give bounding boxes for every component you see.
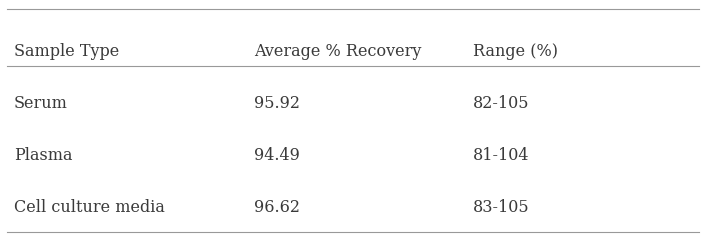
Text: 94.49: 94.49 — [254, 147, 300, 164]
Text: Plasma: Plasma — [14, 147, 73, 164]
Text: 83-105: 83-105 — [473, 199, 530, 216]
Text: 81-104: 81-104 — [473, 147, 530, 164]
Text: Cell culture media: Cell culture media — [14, 199, 165, 216]
Text: 82-105: 82-105 — [473, 95, 530, 112]
Text: 95.92: 95.92 — [254, 95, 300, 112]
Text: Sample Type: Sample Type — [14, 43, 119, 60]
Text: Serum: Serum — [14, 95, 68, 112]
Text: Range (%): Range (%) — [473, 43, 558, 60]
Text: 96.62: 96.62 — [254, 199, 300, 216]
Text: Average % Recovery: Average % Recovery — [254, 43, 421, 60]
